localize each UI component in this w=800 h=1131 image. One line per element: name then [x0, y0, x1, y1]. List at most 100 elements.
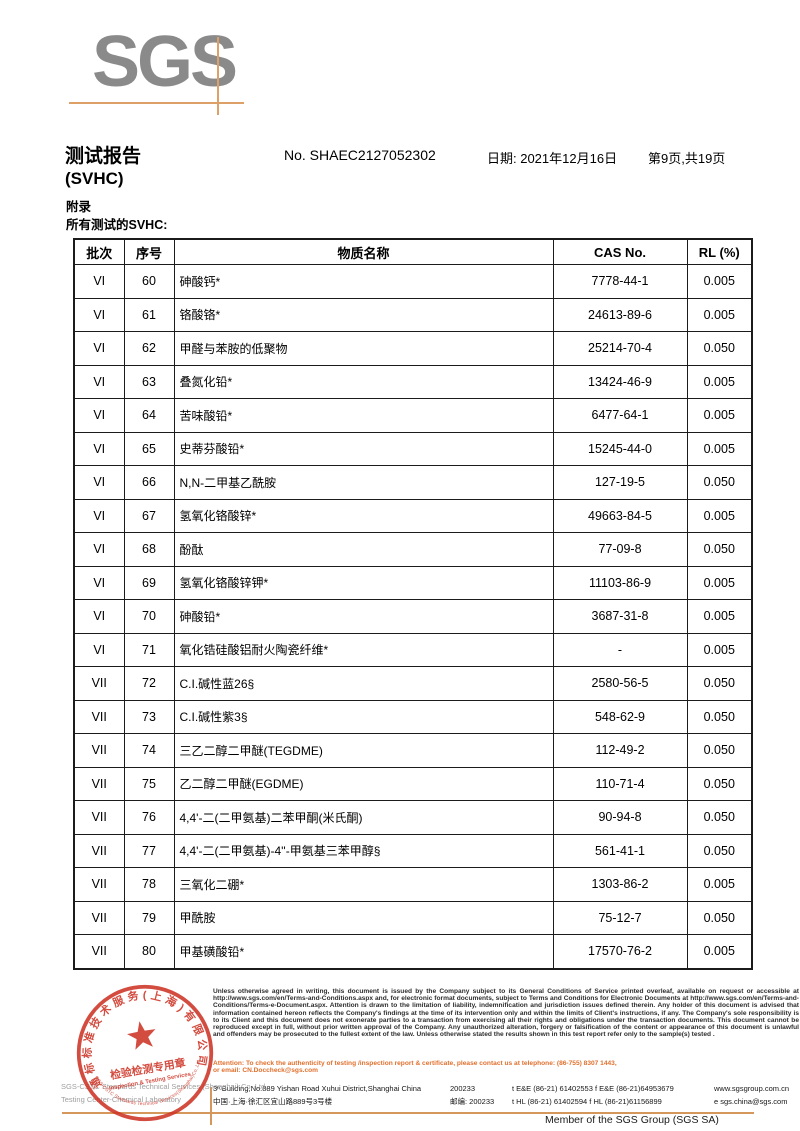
cas-number-cell: 24613-89-6	[552, 297, 688, 332]
batch-cell: VI	[73, 331, 125, 366]
rl-value-cell: 0.005	[686, 565, 753, 600]
rl-value-cell: 0.005	[686, 264, 753, 299]
rl-value-cell: 0.050	[686, 699, 753, 734]
substance-name-cell: 砷酸铅*	[173, 599, 554, 634]
table-row: VI 71 氧化锆硅酸铝耐火陶瓷纤维* -0.005	[73, 632, 753, 667]
substance-name-cell: 氧化锆硅酸铝耐火陶瓷纤维*	[173, 632, 554, 667]
attention-line-2: or email: CN.Doccheck@sgs.com	[213, 1067, 319, 1075]
substance-name-cell: 乙二醇二甲醚(EGDME)	[173, 766, 554, 801]
serial-cell: 74	[123, 733, 175, 768]
col-header-cas: CAS No.	[552, 238, 688, 265]
substance-name-cell: 三氧化二硼*	[173, 867, 554, 902]
substance-name-cell: 氢氧化铬酸锌钾*	[173, 565, 554, 600]
postal-code-chinese: 邮编: 200233	[450, 1097, 495, 1106]
table-row: VI 62 甲醛与苯胺的低聚物 25214-70-4 0.050	[73, 331, 753, 366]
cas-number-cell: 112-49-2	[552, 733, 688, 768]
batch-cell: VI	[73, 498, 125, 533]
table-row: VII 79 甲酰胺 75-12-7 0.050	[73, 900, 753, 935]
rl-value-cell: 0.005	[686, 364, 753, 399]
batch-cell: VI	[73, 297, 125, 332]
serial-cell: 67	[123, 498, 175, 533]
cas-number-cell: 1303-86-2	[552, 867, 688, 902]
attention-line-1: Attention: To check the authenticity of …	[213, 1060, 617, 1067]
laboratory-name: SGS-CSTC Standards Technical Services (S…	[61, 1080, 267, 1106]
rl-value-cell: 0.005	[686, 297, 753, 332]
batch-cell: VII	[73, 900, 125, 935]
table-row: VII 80 甲基磺酸铅* 17570-76-2 0.005	[73, 934, 753, 969]
serial-cell: 66	[123, 465, 175, 500]
table-row: VII 72 C.I.碱性蓝26§ 2580-56-5 0.050	[73, 666, 753, 701]
substance-name-cell: 甲酰胺	[173, 900, 554, 935]
crosshair-horizontal-line-top	[69, 102, 244, 104]
cas-number-cell: 110-71-4	[552, 766, 688, 801]
rl-value-cell: 0.050	[686, 532, 753, 567]
substance-name-cell: 苦味酸铅*	[173, 398, 554, 433]
rl-value-cell: 0.005	[686, 498, 753, 533]
table-row: VII 74 三乙二醇二甲醚(TEGDME) 112-49-2 0.050	[73, 733, 753, 768]
serial-cell: 73	[123, 699, 175, 734]
batch-cell: VII	[73, 766, 125, 801]
email: e sgs.china@sgs.com	[714, 1097, 788, 1106]
rl-value-cell: 0.005	[686, 867, 753, 902]
batch-cell: VII	[73, 666, 125, 701]
substance-name-cell: 叠氮化铅*	[173, 364, 554, 399]
serial-cell: 64	[123, 398, 175, 433]
substance-name-cell: N,N-二甲基乙酰胺	[173, 465, 554, 500]
cas-number-cell: 75-12-7	[552, 900, 688, 935]
cas-number-cell: 25214-70-4	[552, 331, 688, 366]
phone-fax-ee: t E&E (86-21) 61402553 f E&E (86-21)6495…	[512, 1084, 674, 1093]
table-row: VI 60 砷酸钙* 7778-44-1 0.005	[73, 264, 753, 299]
substance-name-cell: 甲基磺酸铅*	[173, 934, 554, 969]
serial-cell: 62	[123, 331, 175, 366]
page-indicator: 第9页,共19页	[648, 151, 726, 166]
substance-name-cell: C.I.碱性紫3§	[173, 699, 554, 734]
page-subtitle: (SVHC)	[65, 169, 124, 188]
rl-value-cell: 0.050	[686, 331, 753, 366]
substance-name-cell: 铬酸铬*	[173, 297, 554, 332]
batch-cell: VII	[73, 699, 125, 734]
address-english: 3ʳᵈBuilding,No.889 Yishan Road Xuhui Dis…	[213, 1084, 422, 1093]
appendix-label: 附录	[66, 200, 92, 214]
batch-cell: VI	[73, 632, 125, 667]
serial-cell: 76	[123, 800, 175, 835]
table-row: VI 64 苦味酸铅* 6477-64-1 0.005	[73, 398, 753, 433]
cas-number-cell: 77-09-8	[552, 532, 688, 567]
postal-code: 200233	[450, 1084, 476, 1093]
address-block: 3ʳᵈBuilding,No.889 Yishan Road Xuhui Dis…	[213, 1082, 799, 1108]
serial-cell: 65	[123, 431, 175, 466]
col-header-batch: 批次	[73, 238, 125, 265]
rl-value-cell: 0.005	[686, 934, 753, 969]
rl-value-cell: 0.050	[686, 733, 753, 768]
batch-cell: VII	[73, 833, 125, 868]
cas-number-cell: 6477-64-1	[552, 398, 688, 433]
terms-disclaimer-text: Unless otherwise agreed in writing, this…	[213, 988, 799, 1039]
stamp-outer-ring	[76, 984, 214, 1122]
crosshair-vertical-line-bottom	[210, 1087, 212, 1125]
cas-number-cell: 11103-86-9	[552, 565, 688, 600]
table-row: VII 73 C.I.碱性紫3§ 548-62-9 0.050	[73, 699, 753, 734]
rl-value-cell: 0.050	[686, 800, 753, 835]
svhc-table-body: VI 60 砷酸钙* 7778-44-1 0.005 VI 61 铬酸铬* 24613-89-6…	[73, 264, 753, 969]
serial-cell: 80	[123, 934, 175, 969]
inspection-stamp-seal: 通标标准技术服务(上海)有限公司 SGS-CSTC Standards Tech…	[69, 977, 214, 1122]
table-row: VI 63 叠氮化铅* 13424-46-9 0.005	[73, 364, 753, 399]
serial-cell: 75	[123, 766, 175, 801]
rl-value-cell: 0.050	[686, 900, 753, 935]
batch-cell: VI	[73, 532, 125, 567]
batch-cell: VI	[73, 398, 125, 433]
rl-value-cell: 0.050	[686, 766, 753, 801]
substance-name-cell: 砷酸钙*	[173, 264, 554, 299]
serial-cell: 77	[123, 833, 175, 868]
cas-number-cell: 7778-44-1	[552, 264, 688, 299]
col-header-rl: RL (%)	[686, 238, 753, 265]
batch-cell: VII	[73, 800, 125, 835]
serial-cell: 71	[123, 632, 175, 667]
sgs-logo: SGS	[92, 22, 238, 102]
stamp-star-icon	[127, 1021, 156, 1050]
batch-cell: VI	[73, 264, 125, 299]
table-row: VI 68 酚酞 77-09-8 0.050	[73, 532, 753, 567]
serial-cell: 63	[123, 364, 175, 399]
col-header-name: 物质名称	[173, 238, 554, 265]
serial-cell: 70	[123, 599, 175, 634]
